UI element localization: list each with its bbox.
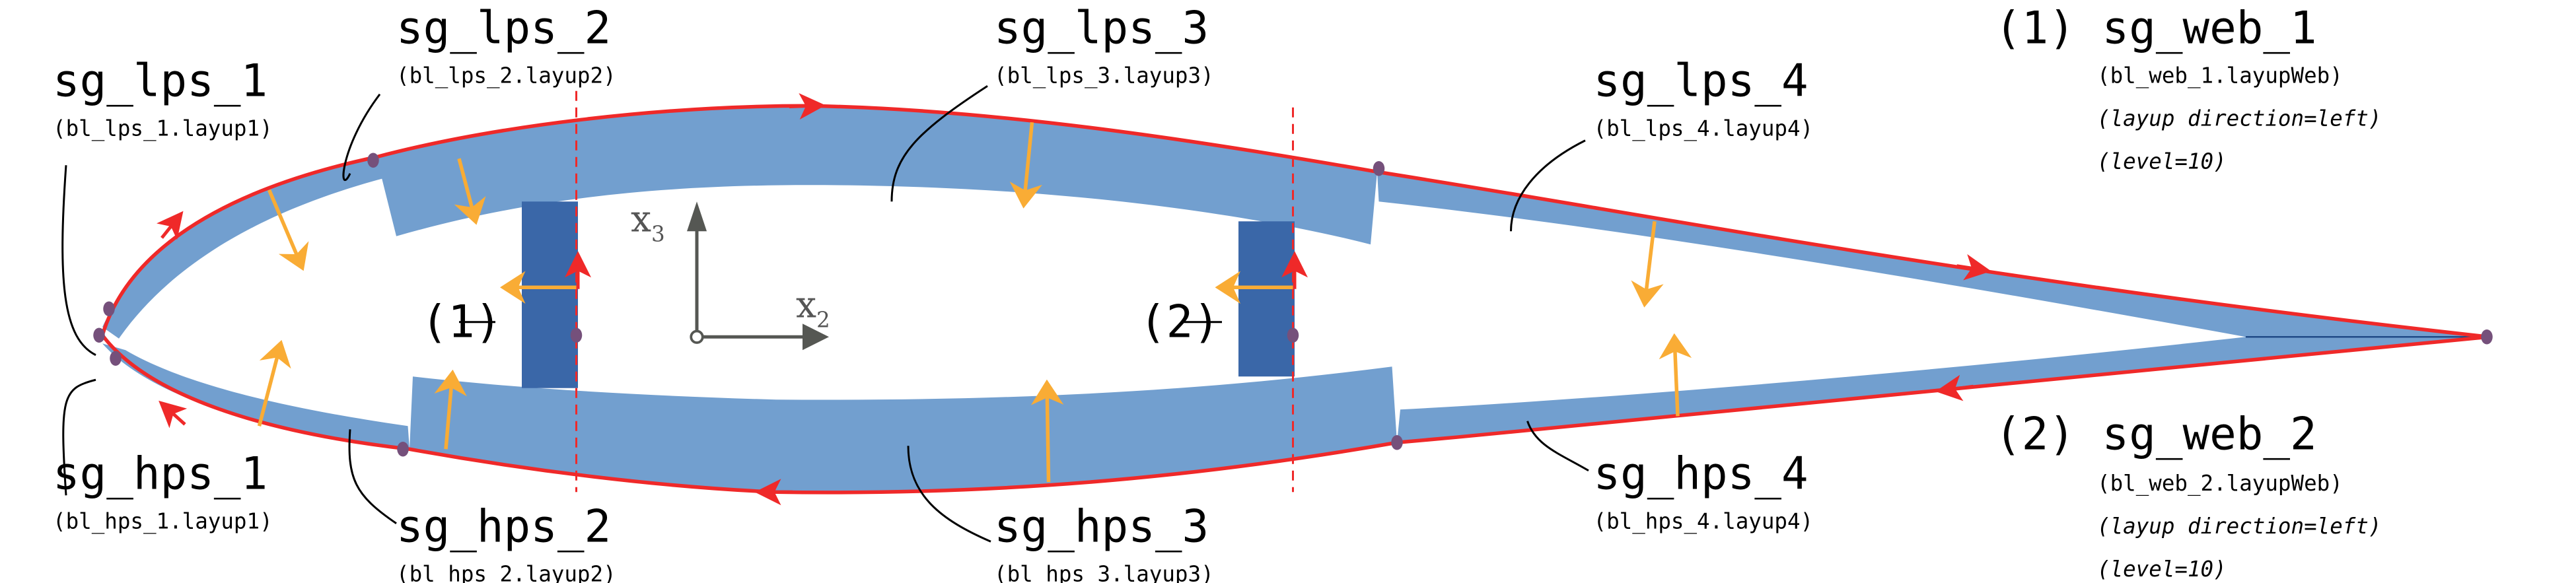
- label-web-1-direction: (layup direction=left): [2097, 106, 2381, 131]
- axis-x3-label: x3: [631, 197, 665, 246]
- label-web-2-direction: (layup direction=left): [2097, 514, 2381, 539]
- label-sg-lps-3: sg_lps_3: [994, 1, 1209, 53]
- label-bl-lps-1: (bl_lps_1.layup1): [53, 116, 273, 141]
- segment-lps-4-band: [1377, 172, 2489, 337]
- segment-hps-1-band: [102, 343, 410, 450]
- outline-direction-arrow: [156, 211, 184, 240]
- label-web-2-level: (level=10): [2097, 557, 2227, 582]
- label-sg-lps-4: sg_lps_4: [1594, 54, 1808, 106]
- label-sg-web-2: (2) sg_web_2: [1995, 407, 2317, 460]
- axis-x2-label: x2: [796, 283, 830, 332]
- web-1-marker: (1): [421, 295, 502, 347]
- label-sg-lps-2: sg_lps_2: [396, 1, 611, 53]
- label-sg-lps-1: sg_lps_1: [53, 54, 268, 106]
- label-bl-hps-3: (bl_hps_3.layup3): [994, 561, 1214, 583]
- airfoil-outline: [100, 104, 2489, 495]
- segment-hps-2-3-band: [410, 366, 1397, 493]
- label-bl-web-1: (bl_web_1.layupWeb): [2097, 63, 2343, 88]
- label-bl-lps-2: (bl_lps_2.layup2): [396, 63, 616, 88]
- segment-lps-1-band: [102, 156, 383, 339]
- label-sg-hps-1: sg_hps_1: [53, 447, 268, 499]
- label-bl-hps-1: (bl_hps_1.layup1): [53, 508, 273, 533]
- layup-normal-arrows: [257, 121, 1692, 483]
- leader-lines: [61, 85, 1589, 543]
- label-sg-web-1: (1) sg_web_1: [1995, 1, 2317, 53]
- coordinate-axes: [687, 201, 829, 351]
- label-web-1-level: (level=10): [2097, 149, 2227, 174]
- label-sg-hps-3: sg_hps_3: [994, 500, 1209, 552]
- label-sg-hps-4: sg_hps_4: [1594, 447, 1808, 499]
- web-2: [1238, 221, 1295, 377]
- outline-direction-arrow: [1935, 374, 1974, 401]
- label-sg-hps-2: sg_hps_2: [396, 500, 611, 552]
- label-bl-web-2: (bl_web_2.layupWeb): [2097, 471, 2343, 496]
- segment-lps-2-3-band: [376, 106, 1377, 245]
- outline-direction-arrow: [1956, 254, 1991, 281]
- label-bl-hps-2: (bl_hps_2.layup2): [396, 561, 616, 583]
- label-bl-lps-3: (bl_lps_3.layup3): [994, 63, 1214, 88]
- label-bl-hps-4: (bl_hps_4.layup4): [1594, 508, 1814, 533]
- web-2-marker: (2): [1139, 295, 1220, 347]
- web-1: [522, 201, 578, 388]
- segment-nodes: [93, 153, 2493, 457]
- label-bl-lps-4: (bl_lps_4.layup4): [1594, 116, 1814, 141]
- outline-direction-arrow: [159, 400, 188, 429]
